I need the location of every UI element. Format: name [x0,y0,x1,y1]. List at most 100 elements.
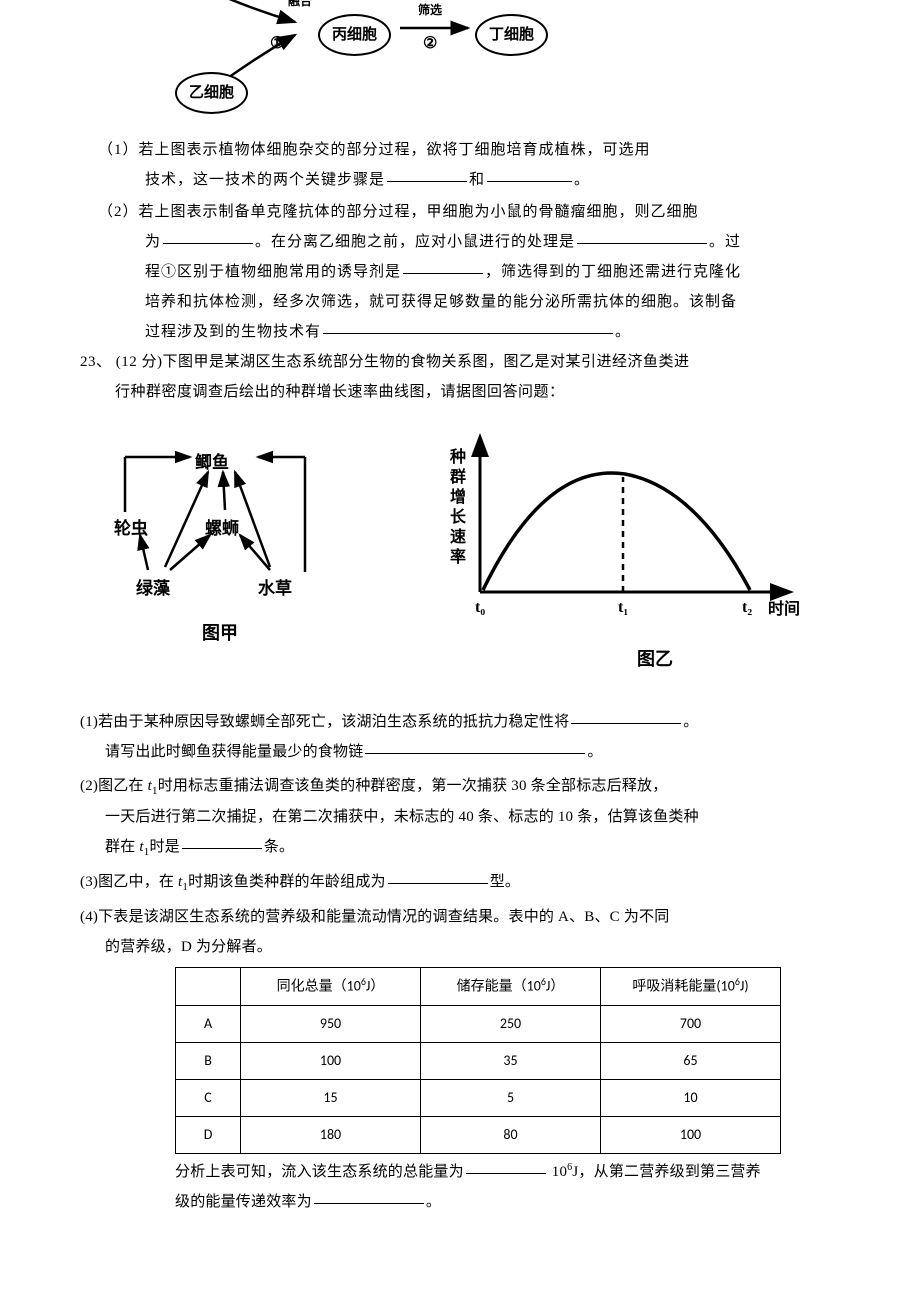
blank [571,723,681,724]
cell: A [176,1005,241,1042]
th-blank [176,968,241,1006]
cell: C [176,1079,241,1116]
text: 。过 [709,234,741,250]
q23-1b: 请写出此时鲫鱼获得能量最少的食物链。 [80,737,840,767]
text: 群在 [105,839,139,855]
node-ding: 丁细胞 [475,14,548,56]
table-row: C 15 5 10 [176,1079,781,1116]
text: 技术，这一技术的两个关键步骤是 [145,172,385,188]
text: ，筛选得到的丁细胞还需进行克隆化 [485,264,741,280]
cell-fusion-diagram: 融合 ① 筛选 ② 丙细胞 丁细胞 乙细胞 [140,0,840,120]
table-header-row: 同化总量（106J） 储存能量（106J） 呼吸消耗能量(106J) [176,968,781,1006]
q-part1-line1: （1）若上图表示植物体细胞杂交的部分过程，欲将丁细胞培育成植株，可选用 [80,135,840,165]
cell: 5 [421,1079,601,1116]
figures-row: 鲫鱼 轮虫 螺蛳 绿藻 水草 图甲 种 群 增 长 [80,407,840,687]
fw-jiyu: 鲫鱼 [195,446,229,480]
text: 级的能量传递效率为 [175,1194,312,1210]
text: (2)图乙在 [80,778,148,794]
q-part2-line3: 程①区别于植物细胞常用的诱导剂是 ，筛选得到的丁细胞还需进行克隆化 [80,257,840,287]
cell: 950 [241,1005,421,1042]
blank [314,1203,424,1204]
cell: 100 [241,1042,421,1079]
blank [487,181,572,182]
text: 时期该鱼类种群的年龄组成为 [188,874,386,890]
text: 过程涉及到的生物技术有 [145,324,321,340]
table-row: D 180 80 100 [176,1116,781,1153]
blank [403,273,483,274]
q23-post-b: 级的能量传递效率为 。 [80,1187,840,1217]
text: 条。 [264,839,294,855]
blank [182,848,262,849]
text: 。 [683,714,698,730]
q23-1a: (1)若由于某种原因导致螺蛳全部死亡，该湖泊生态系统的抵抗力稳定性将 。 [80,707,840,737]
q23-2a: (2)图乙在 t1时用标志重捕法调查该鱼类的种群密度，第一次捕获 30 条全部标… [80,771,840,802]
q23-2b: 一天后进行第二次捕捉，在第二次捕获中，未标志的 40 条、标志的 10 条，估算… [80,802,840,832]
text: 分析上表可知，流入该生态系统的总能量为 [175,1164,464,1180]
text: 106J，从第二营养级到第三营养 [548,1164,761,1180]
q23-post-a: 分析上表可知，流入该生态系统的总能量为 106J，从第二营养级到第三营养 [80,1157,840,1187]
cell: 250 [421,1005,601,1042]
svg-text:长: 长 [450,507,467,526]
svg-text:速: 速 [450,528,466,546]
cell: 180 [241,1116,421,1153]
q23-4a: (4)下表是该湖区生态系统的营养级和能量流动情况的调查结果。表中的 A、B、C … [80,902,840,932]
table-row: A 950 250 700 [176,1005,781,1042]
blank [365,753,585,754]
growth-rate-chart: 种 群 增 长 速 率 t₀ t₁ t₂ 时间 [425,432,805,622]
fw-lvzao: 绿藻 [136,572,170,606]
cell: 700 [601,1005,781,1042]
svg-text:率: 率 [450,547,466,566]
text: 时用标志重捕法调查该鱼类的种群密度，第一次捕获 30 条全部标志后释放， [158,778,668,794]
cell: D [176,1116,241,1153]
q-part1-line2: 技术，这一技术的两个关键步骤是 和 。 [80,165,840,195]
svg-text:群: 群 [450,467,466,486]
cell: B [176,1042,241,1079]
fig-jia-label: 图甲 [110,615,330,651]
cell: 65 [601,1042,781,1079]
q-part2-line2: 为。在分离乙细胞之前，应对小鼠进行的处理是。过 [80,227,840,257]
blank [163,243,253,244]
table-row: B 100 35 65 [176,1042,781,1079]
text: 型。 [490,874,520,890]
circled-2: ② [423,35,437,52]
fw-shuicao: 水草 [258,572,292,606]
q23-header2: 行种群密度调查后绘出的种群增长速率曲线图，请据图回答问题： [80,377,840,407]
text: 。 [426,1194,441,1210]
svg-text:增: 增 [450,487,466,506]
figure-yi: 种 群 增 长 速 率 t₀ t₁ t₂ 时间 图乙 [425,432,825,677]
th-2: 储存能量（106J） [421,968,601,1006]
q23-4b: 的营养级，D 为分解者。 [80,932,840,962]
node-yi: 乙细胞 [175,72,248,114]
text: (3)图乙中，在 [80,874,178,890]
text: 和 [469,172,485,188]
q-part2-line5: 过程涉及到的生物技术有 。 [80,317,840,347]
energy-table: 同化总量（106J） 储存能量（106J） 呼吸消耗能量(106J) A 950… [175,967,781,1154]
th-3: 呼吸消耗能量(106J) [601,968,781,1006]
q23-header1: 23、 (12 分)下图甲是某湖区生态系统部分生物的食物关系图，图乙是对某引进经… [80,347,840,377]
cell: 10 [601,1079,781,1116]
figure-jia: 鲫鱼 轮虫 螺蛳 绿藻 水草 图甲 [110,432,330,651]
q23-3: (3)图乙中，在 t1时期该鱼类种群的年龄组成为型。 [80,867,840,898]
text: 请写出此时鲫鱼获得能量最少的食物链 [105,744,363,760]
fig-yi-label: 图乙 [485,641,825,677]
text: 。 [615,324,631,340]
select-label: 筛选 [418,2,442,17]
circled-1: ① [270,35,284,52]
x-label: 时间 [768,599,800,618]
text: 程①区别于植物细胞常用的诱导剂是 [145,264,401,280]
q-part2-line1: （2）若上图表示制备单克隆抗体的部分过程，甲细胞为小鼠的骨髓瘤细胞，则乙细胞 [80,197,840,227]
text: 。 [574,172,590,188]
food-web-diagram: 鲫鱼 轮虫 螺蛳 绿藻 水草 [110,432,330,607]
blank [388,883,488,884]
fw-lunchong: 轮虫 [114,512,148,546]
blank [577,243,707,244]
tick-t1: t₁ [618,599,628,616]
q23-2c: 群在 t1时是条。 [80,832,840,863]
cell: 15 [241,1079,421,1116]
text: 时是 [149,839,179,855]
blank [466,1173,546,1174]
fusion-label: 融合 [288,0,313,8]
text: (1)若由于某种原因导致螺蛳全部死亡，该湖泊生态系统的抵抗力稳定性将 [80,714,569,730]
cell: 80 [421,1116,601,1153]
node-bing: 丙细胞 [318,14,391,56]
